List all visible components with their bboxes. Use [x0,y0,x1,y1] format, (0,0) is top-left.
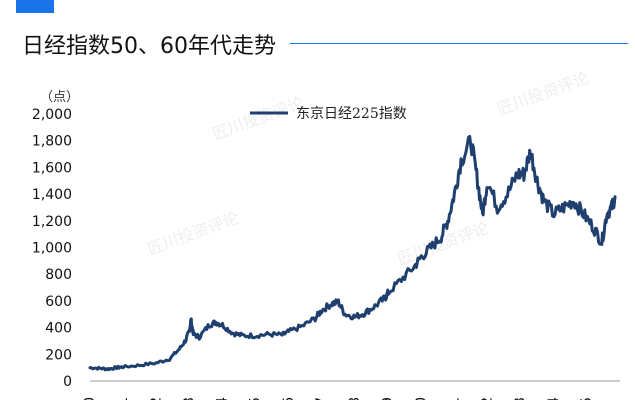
x-tick-label: 9 [380,397,396,400]
chart-legend: 东京日经225指数 [250,106,407,122]
y-axis-unit-label: （点） [40,90,79,105]
watermark-text: 匠川投资评论 [495,68,592,119]
title-divider [290,43,628,44]
y-tick-label: 400 [45,321,72,337]
x-tick-label: 6 [281,397,297,400]
x-tick-label: 2 [480,397,496,400]
y-tick-label: 1,800 [32,134,72,150]
x-tick-label: 1 [115,397,131,400]
page-title: 日经指数50、60年代走势 [22,34,276,59]
x-axis: 0 1 2 3 4 5 6 7 8 9 0 1 2 3 4 5 [82,397,595,400]
y-tick-label: 800 [45,267,72,283]
y-tick-label: 1,200 [32,214,72,230]
watermark-text: 匠川投资评论 [210,93,307,144]
x-tick-label: 7 [314,397,330,400]
y-axis: 0 200 400 600 800 1,000 1,200 1,400 1,600 1,800 2,… [32,107,72,390]
watermark-text: 匠川投资评论 [145,208,242,259]
y-tick-label: 600 [45,294,72,310]
x-tick-label: 8 [347,397,363,400]
x-tick-label: 1 [446,397,462,400]
header-accent-bar [16,0,54,13]
y-tick-label: 0 [63,374,72,390]
x-tick-label: 5 [579,397,595,400]
x-tick-label: 2 [148,397,164,400]
x-tick-label: 3 [181,397,197,400]
x-tick-label: 0 [413,397,429,400]
x-tick-label: 3 [513,397,529,400]
y-tick-label: 1,000 [32,241,72,257]
x-tick-label: 4 [215,397,231,400]
y-tick-label: 200 [45,347,72,363]
y-tick-label: 1,600 [32,160,72,176]
x-tick-label: 5 [248,397,264,400]
series-line-nikkei-225 [88,134,617,372]
legend-entry-label: 东京日经225指数 [296,106,407,122]
x-tick-label: 4 [546,397,562,400]
x-tick-label: 0 [82,397,98,400]
y-tick-label: 1,400 [32,187,72,203]
y-tick-label: 2,000 [32,107,72,123]
